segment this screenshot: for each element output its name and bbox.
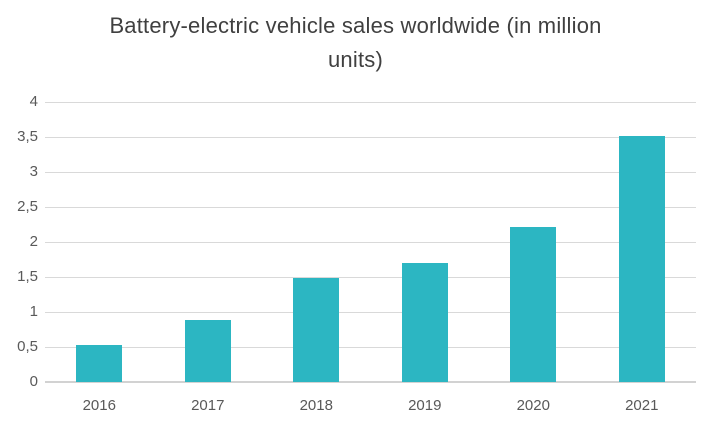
y-axis-tick-label: 0	[29, 373, 38, 390]
gridline	[45, 172, 696, 173]
plot-area	[45, 102, 696, 383]
gridline	[45, 207, 696, 208]
gridline	[45, 347, 696, 348]
y-axis-tick-label: 3	[29, 163, 38, 180]
gridline	[45, 312, 696, 313]
x-axis-line	[45, 381, 696, 383]
y-axis-tick-label: 1,5	[17, 268, 38, 285]
bar-2021	[618, 136, 665, 382]
gridline	[45, 277, 696, 278]
y-axis-tick-label: 2,5	[17, 198, 38, 215]
x-axis-label-2020: 2020	[516, 397, 550, 414]
x-axis-label-2021: 2021	[625, 397, 659, 414]
x-axis-label-2018: 2018	[299, 397, 333, 414]
chart-title: Battery-electric vehicle sales worldwide…	[109, 13, 602, 72]
x-axis-label-2017: 2017	[191, 397, 225, 414]
x-axis-label-2016: 2016	[82, 397, 116, 414]
bar-2018	[293, 278, 340, 382]
gridline	[45, 102, 696, 103]
y-axis-tick-label: 4	[29, 93, 38, 110]
bar-2017	[184, 320, 231, 382]
gridline	[45, 137, 696, 138]
y-axis-tick-label: 0,5	[17, 338, 38, 355]
bar-2019	[401, 263, 448, 382]
bar-2020	[510, 226, 557, 382]
y-axis-tick-label: 1	[29, 303, 38, 320]
y-axis-tick-label: 2	[29, 233, 38, 250]
bar-2016	[76, 344, 123, 382]
x-axis-label-2019: 2019	[408, 397, 442, 414]
gridline	[45, 242, 696, 243]
y-axis-tick-label: 3,5	[17, 128, 38, 145]
